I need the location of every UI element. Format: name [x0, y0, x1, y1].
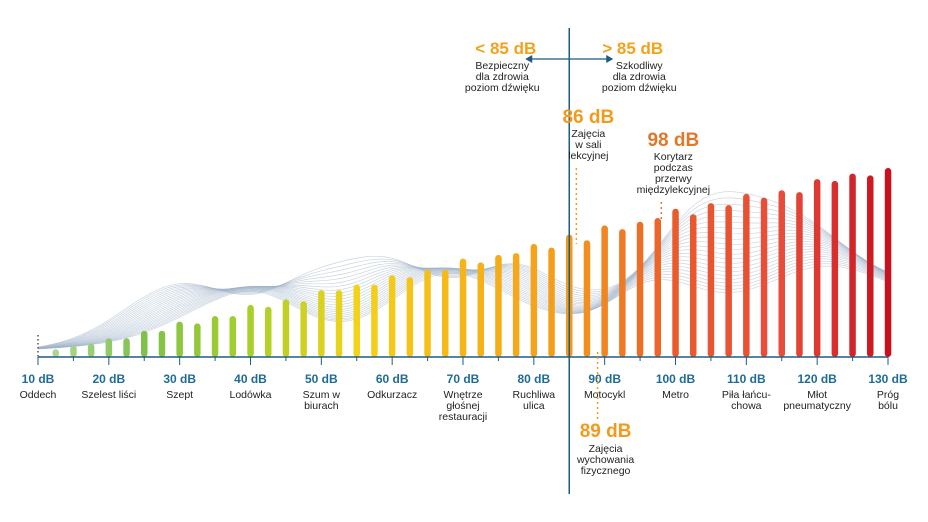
- bar: [672, 208, 679, 357]
- bar: [690, 214, 697, 358]
- bar: [442, 269, 449, 358]
- tick-label: 60 dB: [376, 372, 409, 386]
- tick-label: 120 dB: [797, 372, 837, 386]
- bar: [318, 290, 325, 357]
- bar: [52, 349, 59, 357]
- tick-label: 20 dB: [92, 372, 125, 386]
- annotation-desc: Zajęcia w sali lekcyjnej: [568, 128, 608, 162]
- arrow-left-icon: [525, 55, 533, 63]
- bar: [707, 203, 715, 357]
- bars-group: [37, 168, 892, 358]
- tick-description: Szept: [166, 389, 193, 401]
- bar: [530, 243, 538, 357]
- annotation-value: 98 dB: [647, 130, 699, 151]
- bar: [548, 247, 555, 357]
- bar: [194, 323, 201, 357]
- bar: [459, 258, 467, 357]
- bar: [796, 192, 803, 357]
- tick-description: Ruchliwa ulica: [513, 389, 556, 412]
- bar: [123, 338, 130, 357]
- tick-label: 130 dB: [868, 372, 908, 386]
- bar: [867, 175, 874, 357]
- bar: [70, 345, 77, 357]
- bar: [831, 180, 839, 357]
- bar: [211, 316, 219, 357]
- bar: [619, 229, 626, 358]
- annotation-value: 89 dB: [580, 421, 632, 442]
- bar: [176, 321, 183, 358]
- bar: [778, 190, 785, 357]
- bar: [87, 343, 95, 358]
- bar: [495, 254, 502, 357]
- bar: [725, 205, 732, 357]
- threshold-right-value: > 85 dB: [602, 39, 663, 58]
- annotation-desc: Korytarz podczas przerwy międzylekcyjnej: [637, 151, 711, 196]
- tick-label: 30 dB: [163, 372, 196, 386]
- bar: [654, 218, 661, 357]
- bar: [247, 304, 254, 357]
- bar: [105, 338, 113, 357]
- annotation-value: 86 dB: [562, 107, 614, 128]
- bar: [406, 277, 414, 357]
- arrow-right-icon: [606, 55, 614, 63]
- tick-description: Wnętrze głośnej restauracji: [439, 389, 487, 423]
- bar: [424, 269, 431, 358]
- tick-description: Szelest liści: [81, 389, 136, 401]
- bar: [884, 168, 892, 357]
- tick-description: Metro: [662, 389, 689, 401]
- bar: [300, 301, 307, 357]
- bar: [229, 316, 236, 357]
- bar: [813, 179, 821, 357]
- tick-label: 70 dB: [447, 372, 480, 386]
- bar: [849, 173, 856, 357]
- tick-label: 110 dB: [727, 372, 766, 386]
- threshold-85db: < 85 dB Bezpieczny dla zdrowia poziom dźwię…: [465, 28, 677, 494]
- tick-description: Lodówka: [229, 389, 271, 401]
- tick-description: Szum w biurach: [303, 389, 341, 412]
- bar: [265, 306, 272, 358]
- tick-description: Piła łańcu-chowa: [722, 389, 772, 412]
- tick-description: Próg bólu: [877, 389, 899, 412]
- bar: [636, 221, 644, 357]
- x-axis: 10 dB Oddech 20 dB Szelest liści 30 dB Szept 4…: [20, 356, 908, 423]
- tick-description: Odkurzacz: [367, 389, 417, 401]
- bar: [601, 225, 608, 357]
- tick-label: 10 dB: [22, 372, 55, 386]
- bar: [141, 330, 148, 357]
- tick-description: Motocykl: [584, 389, 625, 401]
- tick-label: 90 dB: [588, 372, 621, 386]
- tick-label: 40 dB: [234, 372, 267, 386]
- tick-description: Oddech: [20, 389, 57, 401]
- bar: [282, 299, 290, 357]
- tick-label: 100 dB: [656, 372, 696, 386]
- annotation-desc: Zajęcia wychowania fizycznego: [576, 443, 634, 477]
- bar: [477, 262, 484, 357]
- tick-label: 80 dB: [517, 372, 550, 386]
- bar: [371, 284, 378, 358]
- bar: [583, 240, 591, 357]
- bar: [353, 284, 360, 358]
- threshold-left-desc: Bezpieczny dla zdrowia poziom dźwięku: [465, 60, 540, 94]
- threshold-right-desc: Szkodliwy dla zdrowia poziom dźwięku: [602, 60, 677, 94]
- bar: [512, 253, 520, 357]
- tick-label: 50 dB: [305, 372, 338, 386]
- tick-description: Młot pneumatyczny: [783, 389, 851, 412]
- bar: [158, 330, 166, 357]
- bar: [743, 193, 750, 357]
- threshold-left-value: < 85 dB: [475, 39, 536, 58]
- bar: [388, 275, 396, 357]
- bar: [335, 290, 343, 357]
- bar: [760, 197, 768, 357]
